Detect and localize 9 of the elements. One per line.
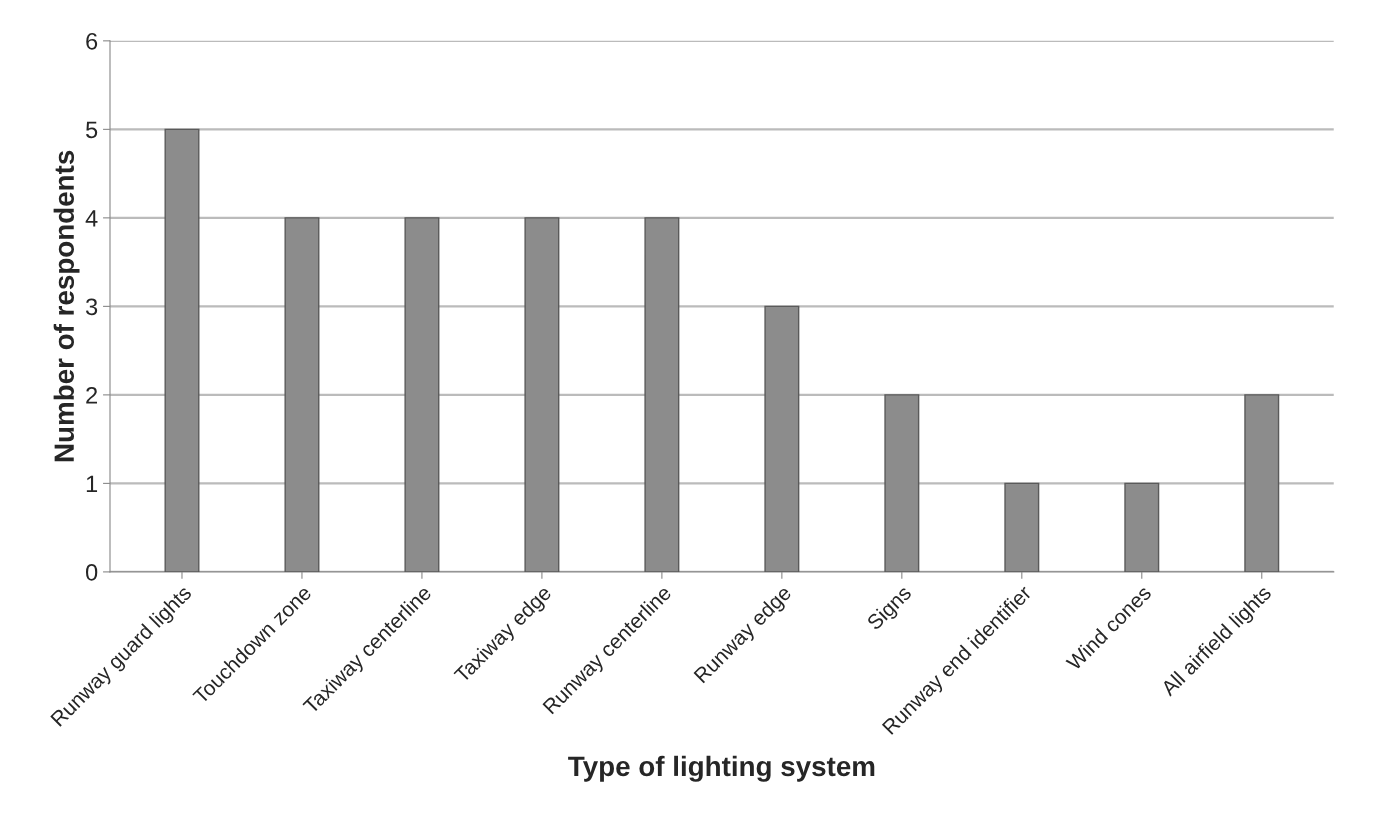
y-tick-label: 1 [86, 475, 98, 492]
y-tick-label: 4 [85, 210, 98, 227]
y-tick-label: 6 [86, 32, 98, 50]
y-tick-label: 2 [86, 386, 98, 404]
x-axis-title: Type of lighting system [568, 755, 875, 782]
y-tick-label: 5 [86, 121, 98, 139]
y-tick-label: 3 [85, 298, 98, 316]
y-axis-title: Number of respondents [53, 150, 80, 462]
y-tick-label: 0 [85, 563, 98, 581]
